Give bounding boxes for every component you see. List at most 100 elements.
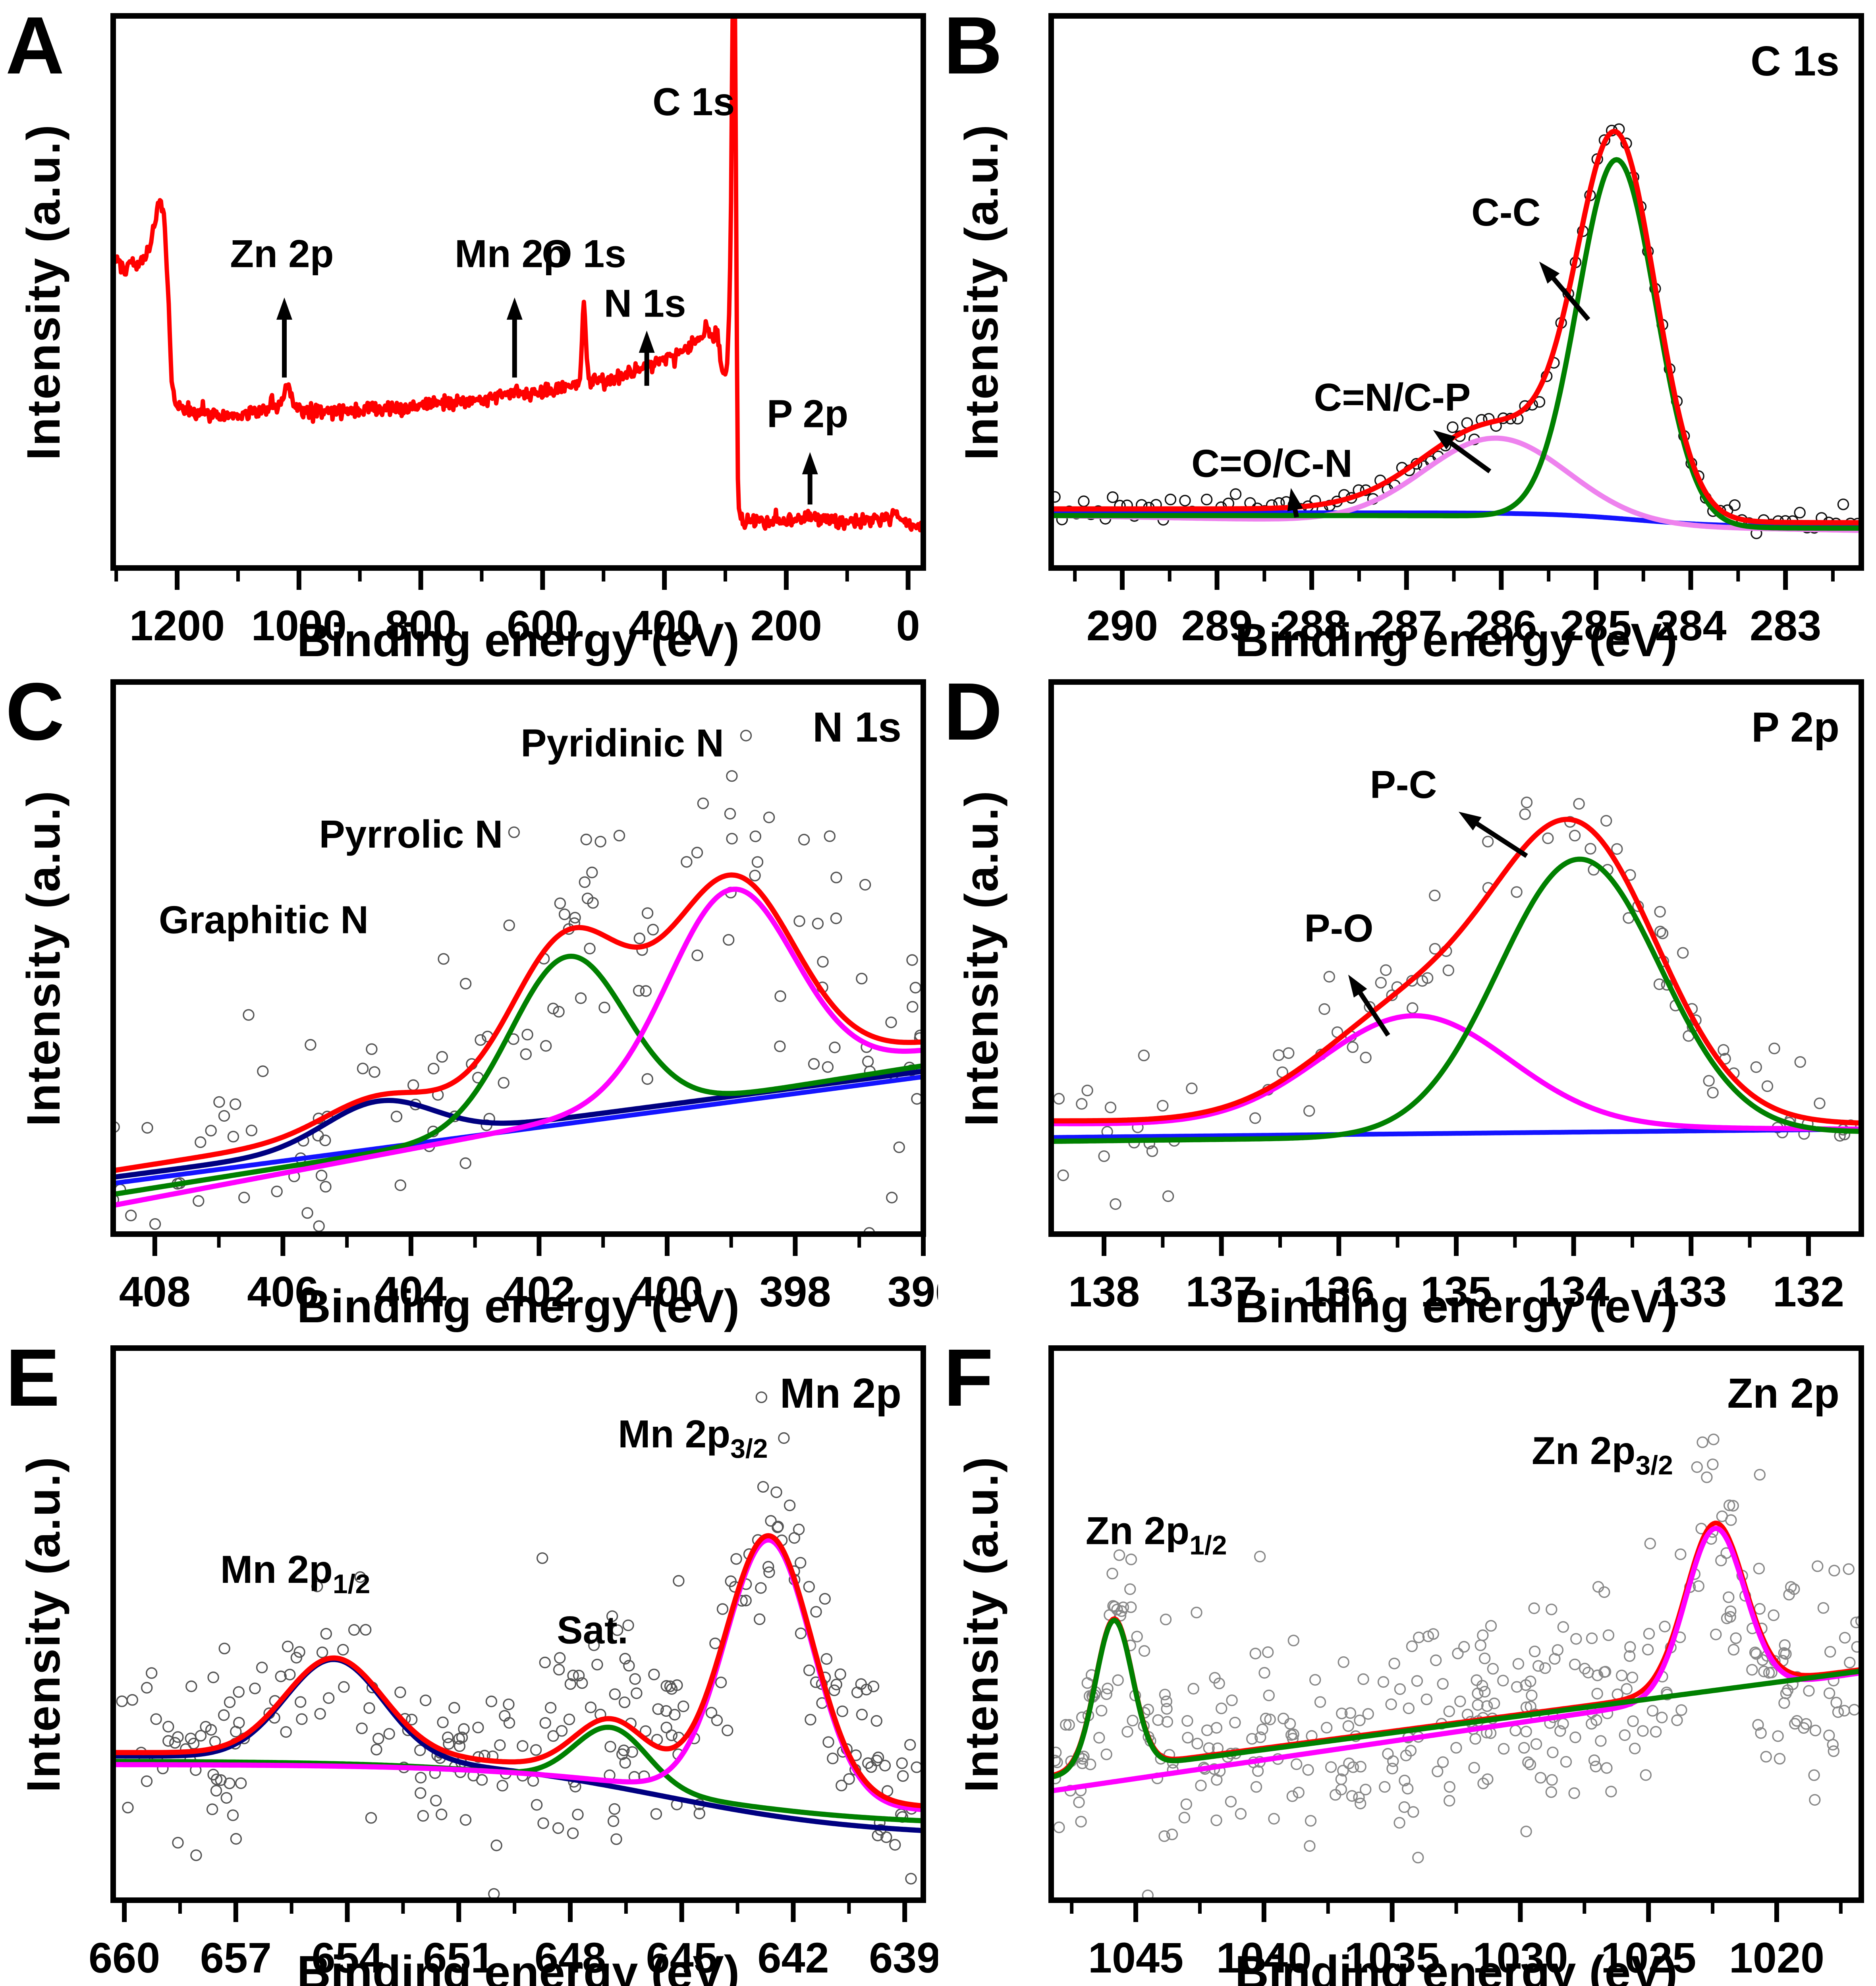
data-point	[587, 897, 599, 909]
data-point	[435, 1808, 448, 1820]
data-point	[588, 1639, 600, 1651]
data-point	[1268, 1813, 1280, 1825]
data-point	[1338, 1656, 1349, 1668]
data-point	[681, 856, 693, 868]
data-point	[1511, 1681, 1523, 1693]
data-point	[458, 1723, 470, 1735]
data-point	[1413, 1631, 1425, 1644]
data-point	[1235, 1808, 1247, 1820]
data-point	[215, 1774, 227, 1786]
data-point	[1437, 1678, 1449, 1690]
annotation-text: Sat.	[557, 1608, 628, 1652]
data-point	[1344, 1707, 1357, 1719]
x-tick-label: 800	[385, 601, 456, 649]
data-point	[830, 1679, 842, 1690]
data-point	[1582, 1667, 1594, 1679]
data-point	[1379, 1781, 1391, 1793]
data-point	[762, 1561, 774, 1573]
corner-label: P 2p	[1751, 704, 1839, 751]
data-point	[749, 830, 762, 842]
data-point	[1602, 1629, 1615, 1641]
plot-frame	[110, 1345, 926, 1903]
data-point	[722, 1724, 733, 1737]
data-point	[218, 1709, 230, 1721]
data-point	[337, 1644, 349, 1656]
data-point	[1347, 1761, 1359, 1773]
data-point	[1521, 796, 1533, 808]
data-point	[572, 1808, 584, 1821]
data-point	[521, 1029, 533, 1041]
x-axis-ticks	[1102, 1237, 1811, 1256]
curve-pyrrolic-n	[113, 954, 923, 1197]
data-point	[558, 908, 571, 920]
data-point	[1355, 1761, 1366, 1773]
data-point	[1210, 1814, 1222, 1826]
annotation-text: Zn 2p	[230, 232, 334, 275]
data-point	[763, 1566, 775, 1578]
annotation-arrow	[1444, 437, 1492, 473]
data-point	[1601, 1762, 1613, 1774]
annotation-text: N 1s	[604, 282, 686, 325]
data-point	[1592, 1581, 1604, 1593]
data-point	[1411, 1675, 1423, 1687]
panel-a-chart: 1200 1000 800 600 400 200 0 Binding energy (eV)…	[6, 0, 926, 666]
data-point	[280, 1726, 292, 1738]
data-point	[1650, 1726, 1662, 1738]
data-point	[1579, 1663, 1591, 1675]
data-point	[275, 1670, 287, 1683]
data-point	[230, 1098, 241, 1110]
data-point	[417, 1810, 429, 1822]
data-point	[1715, 1555, 1727, 1567]
annotation-arrowhead	[1458, 811, 1482, 831]
data-point	[870, 1715, 883, 1727]
data-point	[1772, 1730, 1784, 1742]
annotation-arrow	[1355, 986, 1390, 1037]
data-point	[363, 1702, 375, 1714]
data-point	[730, 1553, 742, 1565]
data-point	[867, 1681, 880, 1692]
x-tick-label: 286	[1465, 601, 1537, 649]
data-point	[256, 1661, 268, 1673]
data-point	[205, 1724, 217, 1736]
data-point	[798, 834, 810, 846]
data-point	[126, 1694, 138, 1706]
x-tick-label: 402	[503, 1267, 575, 1316]
data-point	[1283, 1047, 1295, 1059]
data-point	[1191, 1737, 1203, 1750]
x-tick-label: 660	[89, 1934, 160, 1982]
data-point	[1160, 1695, 1172, 1708]
data-point	[879, 1760, 891, 1772]
x-tick-label: 200	[751, 601, 822, 649]
data-point	[427, 1063, 440, 1074]
data-point	[296, 1713, 308, 1725]
data-point	[1142, 1889, 1154, 1900]
plot-frame	[110, 13, 926, 571]
data-point	[885, 1016, 897, 1028]
data-point	[245, 1124, 258, 1136]
data-point	[629, 1673, 641, 1685]
data-point	[755, 1582, 767, 1594]
data-point	[227, 1130, 239, 1143]
x-tick-label: 137	[1186, 1267, 1257, 1316]
data-point	[1570, 1633, 1582, 1645]
data-point	[1162, 1190, 1174, 1202]
data-point	[1611, 843, 1623, 855]
data-point	[1273, 1049, 1285, 1061]
data-point	[235, 1777, 247, 1789]
data-point	[1844, 1657, 1856, 1669]
data-point	[1051, 1754, 1061, 1767]
annotation-arrow	[1470, 818, 1528, 858]
data-point	[1293, 1787, 1305, 1799]
x-tick-label: 283	[1750, 601, 1821, 649]
data-point	[1161, 1716, 1173, 1728]
data-point	[293, 1646, 305, 1658]
data-point	[1429, 889, 1441, 902]
data-point	[1278, 1712, 1289, 1725]
x-axis-title: Binding energy (eV)	[297, 1280, 740, 1332]
data-point	[829, 1041, 841, 1053]
data-point	[1542, 832, 1554, 844]
data-point	[390, 1111, 403, 1122]
data-point	[1407, 1806, 1419, 1818]
data-point	[1454, 1695, 1466, 1708]
